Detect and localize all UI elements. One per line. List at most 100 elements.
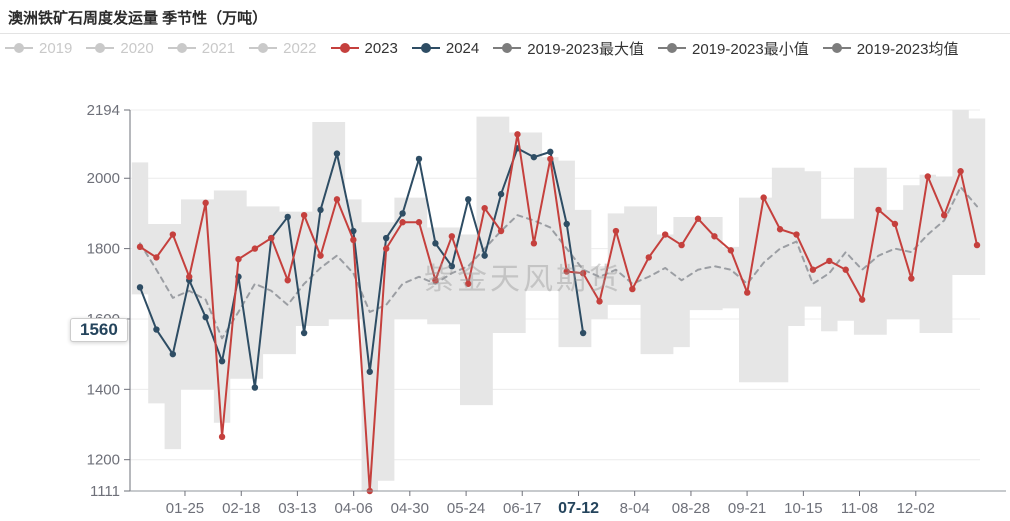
series-point-2023[interactable] <box>760 194 767 201</box>
series-point-2023[interactable] <box>678 241 685 249</box>
series-point-2023[interactable] <box>432 277 439 284</box>
series-point-2023[interactable] <box>547 155 554 163</box>
series-point-2023[interactable] <box>153 254 160 261</box>
series-point-2024[interactable] <box>153 326 160 333</box>
series-point-2023[interactable] <box>694 215 702 222</box>
series-point-2024[interactable] <box>284 213 291 221</box>
series-point-2023[interactable] <box>465 280 472 287</box>
legend-label: 2019-2023最小值 <box>691 40 809 58</box>
series-point-2024[interactable] <box>202 314 209 321</box>
series-point-2023[interactable] <box>399 219 406 226</box>
axis-value-badge: 1560 <box>70 318 128 343</box>
series-point-2024[interactable] <box>530 153 538 161</box>
series-point-2024[interactable] <box>169 350 177 358</box>
legend-item-2019-2023最大值[interactable]: 2019-2023最大值 <box>492 38 644 59</box>
legend-label: 2019-2023均值 <box>856 40 959 58</box>
legend-marker-icon <box>493 43 522 53</box>
series-point-2024[interactable] <box>432 240 439 247</box>
series-point-2023[interactable] <box>136 243 144 251</box>
series-point-2023[interactable] <box>481 204 488 212</box>
series-point-2023[interactable] <box>218 433 226 441</box>
series-point-2023[interactable] <box>186 273 193 280</box>
series-point-2024[interactable] <box>300 329 308 337</box>
legend-item-2024[interactable]: 2024 <box>411 40 479 57</box>
legend-label: 2024 <box>445 39 480 57</box>
series-point-2024[interactable] <box>218 357 226 365</box>
series-point-2024[interactable] <box>136 284 144 291</box>
series-point-2023[interactable] <box>612 227 620 235</box>
legend-item-2019[interactable]: 2019 <box>4 40 72 57</box>
y-axis-label-2000: 2000 <box>87 170 120 187</box>
series-point-2023[interactable] <box>940 211 948 219</box>
series-point-2024[interactable] <box>497 190 505 198</box>
series-point-2023[interactable] <box>169 231 177 238</box>
series-point-2023[interactable] <box>596 298 603 305</box>
series-point-2023[interactable] <box>711 233 718 240</box>
series-point-2023[interactable] <box>382 245 390 252</box>
series-point-2023[interactable] <box>661 231 669 238</box>
series-point-2024[interactable] <box>547 148 554 156</box>
series-line-2024[interactable] <box>139 147 585 389</box>
series-point-2023[interactable] <box>858 296 866 303</box>
series-point-2024[interactable] <box>465 196 472 203</box>
series-point-2023[interactable] <box>908 275 915 282</box>
series-point-2024[interactable] <box>317 206 324 214</box>
series-point-2024[interactable] <box>251 384 259 391</box>
legend-item-2019-2023最小值[interactable]: 2019-2023最小值 <box>657 38 809 59</box>
series-point-2023[interactable] <box>284 277 291 284</box>
legend-item-2020[interactable]: 2020 <box>85 40 154 57</box>
series-point-2024[interactable] <box>399 210 406 217</box>
series-point-2023[interactable] <box>924 173 931 180</box>
legend-label: 2019-2023最大值 <box>527 40 644 58</box>
series-point-2023[interactable] <box>809 266 817 273</box>
legend-item-2021[interactable]: 2021 <box>167 40 235 57</box>
series-point-2024[interactable] <box>415 155 423 163</box>
series-point-2023[interactable] <box>415 219 423 226</box>
series-point-2023[interactable] <box>793 231 800 238</box>
series-point-2024[interactable] <box>579 329 587 337</box>
series-point-2023[interactable] <box>300 211 308 219</box>
y-axis-label-1200: 1200 <box>87 452 120 469</box>
series-point-2023[interactable] <box>530 240 538 247</box>
series-line-2019-2023均值[interactable] <box>139 186 979 340</box>
series-point-2023[interactable] <box>251 245 259 252</box>
series-point-2023[interactable] <box>645 254 652 261</box>
series-point-2024[interactable] <box>382 234 390 242</box>
legend-marker-icon <box>411 43 440 53</box>
series-point-2023[interactable] <box>563 268 570 275</box>
series-point-2023[interactable] <box>776 226 784 233</box>
series-point-2023[interactable] <box>579 270 587 277</box>
series-line-2023[interactable] <box>139 133 979 492</box>
x-axis-label-04-30: 04-30 <box>391 500 429 517</box>
series-point-2023[interactable] <box>317 252 324 259</box>
series-point-2023[interactable] <box>826 257 833 265</box>
series-point-2023[interactable] <box>727 247 735 254</box>
series-point-2024[interactable] <box>350 227 357 235</box>
series-point-2023[interactable] <box>744 289 751 296</box>
series-point-2023[interactable] <box>842 266 849 273</box>
legend-item-2019-2023均值[interactable]: 2019-2023均值 <box>822 38 959 59</box>
series-point-2023[interactable] <box>333 196 341 203</box>
series-point-2023[interactable] <box>891 220 899 228</box>
series-point-2023[interactable] <box>202 199 209 207</box>
series-point-2023[interactable] <box>957 168 964 175</box>
series-point-2024[interactable] <box>448 262 456 270</box>
series-point-2023[interactable] <box>973 241 981 249</box>
legend-item-2022[interactable]: 2022 <box>248 40 317 57</box>
series-point-2023[interactable] <box>350 236 357 244</box>
x-axis-label-09-21: 09-21 <box>728 500 766 517</box>
series-point-2024[interactable] <box>481 252 488 259</box>
series-point-2023[interactable] <box>497 227 505 235</box>
band-max-min-area[interactable] <box>131 110 986 491</box>
series-point-2023[interactable] <box>268 234 275 242</box>
series-point-2023[interactable] <box>875 206 882 214</box>
series-point-2024[interactable] <box>563 220 570 228</box>
legend-item-2023[interactable]: 2023 <box>330 40 398 57</box>
series-point-2024[interactable] <box>333 150 341 157</box>
series-point-2023[interactable] <box>235 255 242 263</box>
series-point-2023[interactable] <box>514 131 521 138</box>
series-point-2023[interactable] <box>448 233 456 240</box>
series-point-2024[interactable] <box>366 368 373 375</box>
series-point-2023[interactable] <box>629 285 636 293</box>
